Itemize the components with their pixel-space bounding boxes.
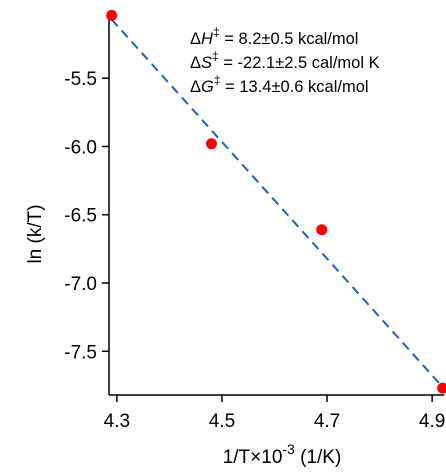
- data-point-1: [106, 9, 118, 21]
- y-tick-label: -7.5: [64, 342, 97, 363]
- data-point-4: [437, 382, 446, 394]
- annotation-delta-s-superscript: ‡: [212, 49, 219, 63]
- fit-line: [110, 18, 441, 385]
- x-tick-label: 4.9: [419, 411, 445, 432]
- annotation-delta-s-symbol: S: [201, 54, 212, 72]
- x-ticks: 4.3 4.5 4.7 4.9: [104, 395, 445, 432]
- y-axis-title: ln (k/T): [25, 204, 46, 263]
- y-tick-label: -5.5: [64, 69, 97, 90]
- annotations: ΔH‡ = 8.2±0.5 kcal/mol ΔS‡ = -22.1±2.5 c…: [190, 25, 380, 96]
- y-tick-label: -6.0: [64, 137, 97, 158]
- annotation-delta-h-value: = 8.2±0.5 kcal/mol: [220, 30, 359, 48]
- x-axis-title-exponent: -3: [282, 441, 295, 457]
- annotation-delta-s-value: = -22.1±2.5 cal/mol K: [219, 54, 380, 72]
- data-point-2: [205, 138, 217, 150]
- x-axis-title-base: 1/T×10: [223, 447, 283, 468]
- annotation-delta-g-superscript: ‡: [214, 73, 221, 87]
- annotation-delta-h: ΔH‡ = 8.2±0.5 kcal/mol: [190, 25, 358, 48]
- annotation-delta-h-symbol: H: [201, 30, 213, 48]
- y-tick-label: -6.5: [64, 206, 97, 227]
- y-tick-label: -7.0: [64, 274, 97, 295]
- annotation-delta-g: ΔG‡ = 13.4±0.6 kcal/mol: [190, 73, 369, 96]
- x-tick-label: 4.7: [314, 411, 340, 432]
- annotation-delta-g-symbol: G: [201, 78, 214, 96]
- annotation-delta-s: ΔS‡ = -22.1±2.5 cal/mol K: [190, 49, 380, 72]
- x-tick-label: 4.5: [209, 411, 235, 432]
- x-tick-label: 4.3: [104, 411, 130, 432]
- y-ticks: -5.5 -6.0 -6.5 -7.0 -7.5: [64, 69, 109, 363]
- annotation-delta-h-superscript: ‡: [213, 25, 220, 39]
- x-axis-title: 1/T×10-3 (1/K): [223, 441, 342, 468]
- data-point-3: [316, 224, 328, 236]
- x-axis-title-unit: (1/K): [295, 447, 341, 468]
- data-points: [106, 9, 446, 394]
- annotation-delta-g-value: = 13.4±0.6 kcal/mol: [221, 78, 369, 96]
- fit-line-group: [110, 18, 441, 385]
